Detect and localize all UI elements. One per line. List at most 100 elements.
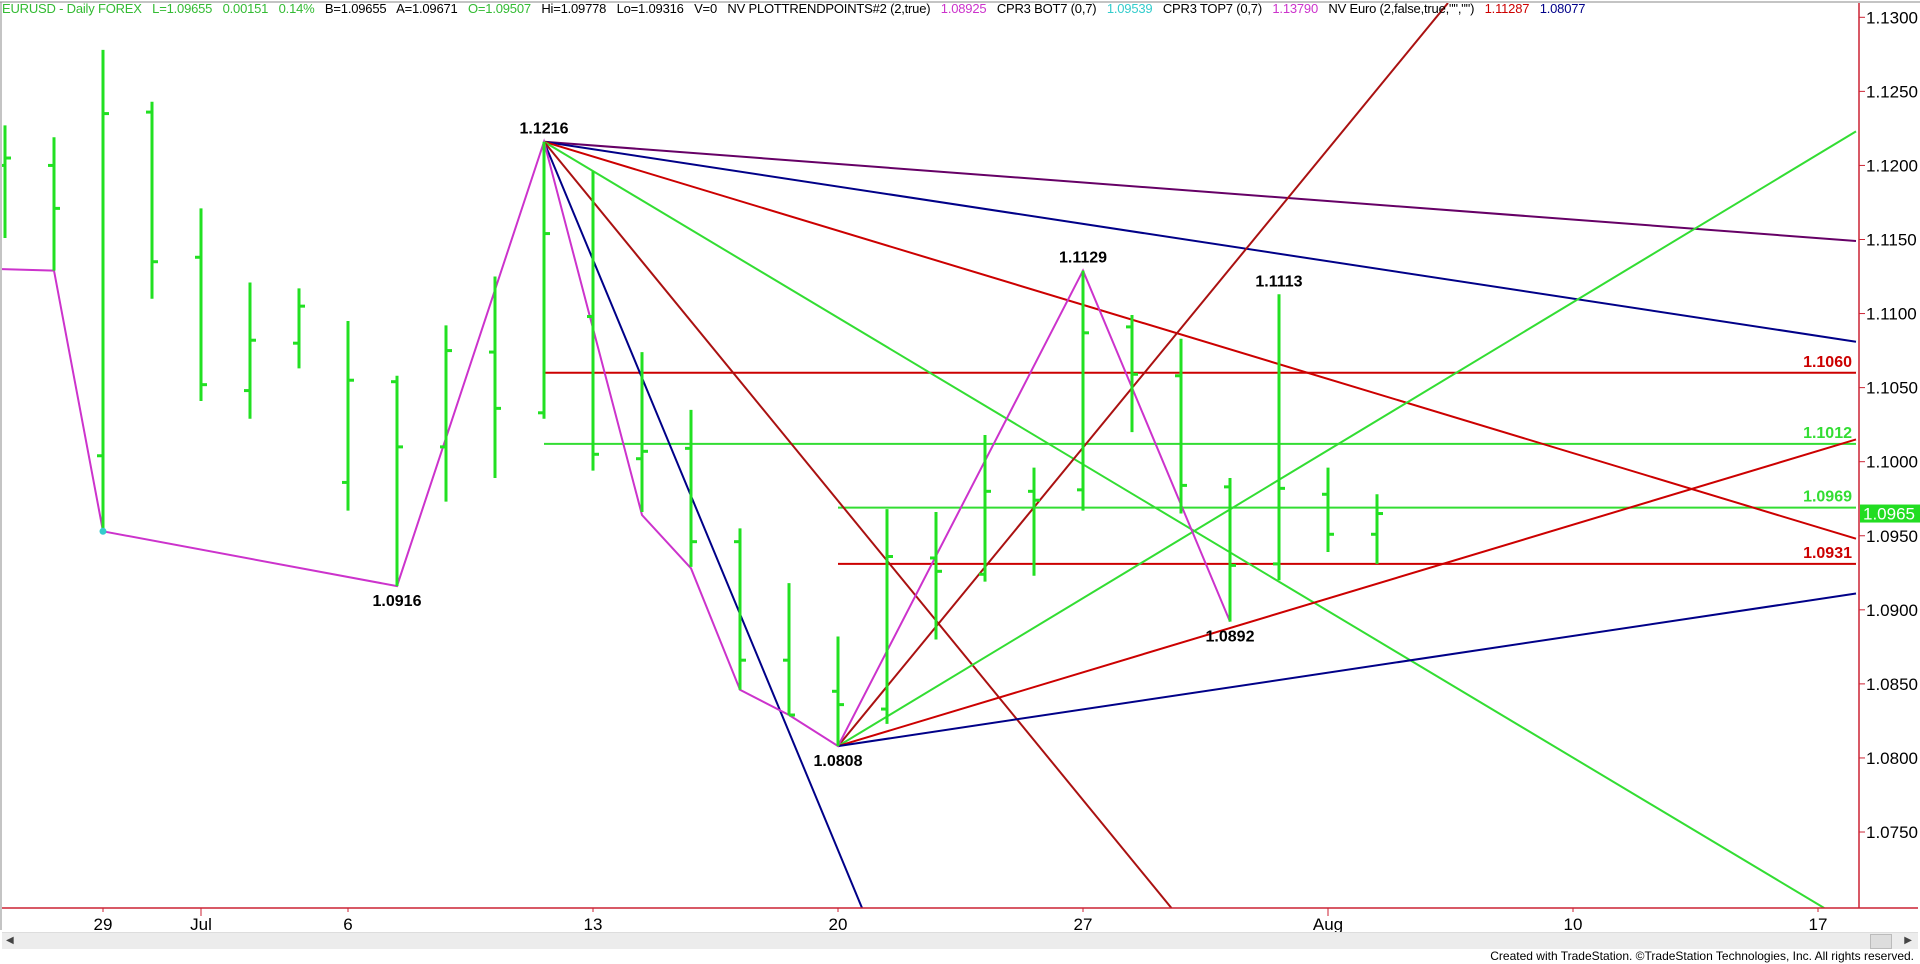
- x-tick-label: 13: [584, 915, 603, 934]
- indicator-1-value: 1.08925: [940, 1, 987, 16]
- volume: V=0: [694, 1, 717, 16]
- trend-line: [543, 140, 1857, 540]
- indicator-1-name: NV PLOTTRENDPOINTS#2 (2,true): [727, 1, 931, 16]
- ohlc-bar: [881, 509, 893, 724]
- trend-line: [837, 130, 1857, 747]
- level-label: 1.0969: [1803, 489, 1852, 506]
- y-tick-label: 1.1150: [1866, 230, 1917, 249]
- indicator-3-name: CPR3 TOP7 (0,7): [1162, 1, 1262, 16]
- trend-line: [837, 592, 1857, 748]
- trend-line: [543, 140, 1857, 242]
- x-tick-label: 10: [1564, 915, 1583, 934]
- ohlc-bar: [1028, 467, 1040, 576]
- trend-line: [837, 438, 1857, 748]
- indicator-2-value: 1.09539: [1106, 1, 1153, 16]
- ohlc-bar: [538, 141, 550, 419]
- y-tick-label: 1.1000: [1866, 453, 1918, 472]
- ohlc-bar: [783, 583, 795, 717]
- ohlc-bar: [48, 137, 60, 271]
- x-tick-label: 17: [1809, 915, 1828, 934]
- ohlc-bar: [832, 636, 844, 747]
- ohlc-bar: [342, 320, 354, 511]
- trend-line: [543, 140, 1857, 343]
- ohlc-bar: [146, 101, 158, 299]
- ohlc-bar: [2, 125, 11, 239]
- scrollbar-thumb[interactable]: [1870, 934, 1892, 949]
- last-price-tag-label: 1.0965: [1863, 505, 1915, 524]
- ohlc-bar: [587, 171, 599, 471]
- last-price-tag: [1860, 504, 1920, 523]
- ohlc-bar: [293, 288, 305, 369]
- y-tick-label: 1.1250: [1866, 82, 1918, 101]
- pivot-label: 1.0916: [373, 593, 422, 610]
- ohlc-bar: [440, 325, 452, 502]
- x-tick-label: Aug: [1313, 915, 1343, 934]
- ohlc-bar: [636, 352, 648, 513]
- trend-line: [543, 141, 1173, 908]
- low: Lo=1.09316: [616, 1, 684, 16]
- x-tick-label: 29: [94, 915, 113, 934]
- ohlc-bar: [489, 276, 501, 478]
- x-tick-label: 6: [343, 915, 352, 934]
- plot-area: [2, 3, 1857, 908]
- ohlc-bar: [734, 528, 746, 690]
- y-tick-label: 1.1050: [1866, 379, 1918, 398]
- footer-credit: Created with TradeStation. ©TradeStation…: [1490, 949, 1914, 963]
- chart-labels: 1.1060 1.1012 1.0969 1.0931 1.1216 1.0916 1.08…: [373, 121, 1920, 770]
- indicator-4-value-2: 1.08077: [1539, 1, 1586, 16]
- y-tick-label: 1.1100: [1866, 305, 1917, 324]
- y-tick-label: 1.0800: [1866, 749, 1918, 768]
- indicator-4-name: NV Euro (2,false,true,"",""): [1328, 1, 1475, 16]
- ohlc-bar: [1077, 270, 1089, 511]
- x-tick-label: 20: [829, 915, 848, 934]
- trend-line: [837, 3, 1449, 747]
- y-tick-label: 1.1200: [1866, 156, 1918, 175]
- bid: B=1.09655: [324, 1, 387, 16]
- pivot-label: 1.0808: [814, 753, 863, 770]
- ohlc-bar: [979, 435, 991, 582]
- pivot-label: 1.1129: [1059, 250, 1107, 267]
- symbol-info: EURUSD - Daily FOREX: [2, 1, 142, 16]
- ohlc-bar: [685, 409, 697, 567]
- last-price: L=1.09655: [152, 1, 213, 16]
- y-tick-label: 1.0750: [1866, 823, 1918, 842]
- ohlc-bar: [391, 375, 403, 587]
- ohlc-bar: [244, 282, 256, 419]
- scroll-left-arrow-icon[interactable]: ◀: [6, 935, 14, 946]
- y-tick-label: 1.0900: [1866, 601, 1918, 620]
- ohlc-bar: [1371, 494, 1383, 564]
- indicator-4-value-1: 1.11287: [1484, 1, 1530, 16]
- level-label: 1.0931: [1803, 545, 1852, 562]
- swing-line: [2, 138, 1231, 748]
- chart-header: EURUSD - Daily FOREX L=1.09655 0.00151 0…: [2, 1, 1592, 16]
- ohlc-bar: [1224, 477, 1236, 622]
- pivot-label: 1.1216: [520, 121, 569, 138]
- trend-line: [543, 140, 1825, 908]
- ohlc-bar: [97, 49, 109, 532]
- ohlc-bar: [1273, 294, 1285, 581]
- indicator-2-name: CPR3 BOT7 (0,7): [996, 1, 1097, 16]
- pivot-label: 1.0892: [1206, 629, 1255, 646]
- trend-line: [543, 141, 863, 908]
- pct-change: 0.14%: [278, 1, 315, 16]
- ohlc-bar: [1322, 467, 1334, 553]
- level-label: 1.1060: [1803, 354, 1852, 371]
- ohlc-bar: [1175, 338, 1187, 514]
- net-change: 0.00151: [222, 1, 269, 16]
- horizontal-scrollbar[interactable]: ◀ ▶: [2, 932, 1918, 949]
- scroll-right-arrow-icon[interactable]: ▶: [1904, 935, 1912, 946]
- swing-marker: [99, 527, 107, 535]
- y-tick-label: 1.1300: [1866, 8, 1918, 27]
- open: O=1.09507: [467, 1, 531, 16]
- ask: A=1.09671: [396, 1, 458, 16]
- y-tick-label: 1.0850: [1866, 675, 1918, 694]
- indicator-3-value: 1.13790: [1272, 1, 1318, 16]
- x-tick-label: Jul: [190, 915, 212, 934]
- ohlc-bar: [1126, 315, 1138, 433]
- axes: 1.13001.12501.12001.11501.11001.10501.10…: [2, 3, 1918, 934]
- level-label: 1.1012: [1803, 425, 1852, 442]
- high: Hi=1.09778: [541, 1, 607, 16]
- ohlc-bar: [195, 208, 207, 401]
